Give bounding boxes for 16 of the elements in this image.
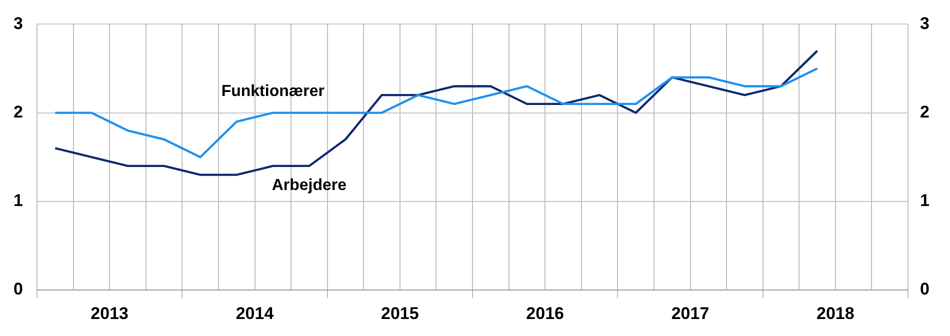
y-tick-label: 3: [14, 14, 23, 33]
y2-tick-label: 3: [920, 14, 930, 33]
y2-tick-label: 0: [920, 280, 930, 299]
y-tick-label: 0: [14, 280, 23, 299]
series-label: Arbejdere: [272, 176, 347, 194]
x-tick-label: 2018: [816, 304, 854, 323]
x-tick-label: 2015: [381, 304, 419, 323]
x-tick-label: 2014: [236, 304, 274, 323]
x-tick-label: 2016: [526, 304, 564, 323]
y-tick-label: 2: [14, 102, 23, 122]
series-label: Funktionærer: [221, 82, 324, 100]
y-tick-label: 1: [14, 191, 23, 210]
x-tick-label: 2017: [671, 304, 710, 323]
y2-tick-label: 2: [920, 102, 930, 122]
x-tick-label: 2013: [90, 304, 128, 323]
y2-tick-label: 1: [920, 191, 930, 210]
